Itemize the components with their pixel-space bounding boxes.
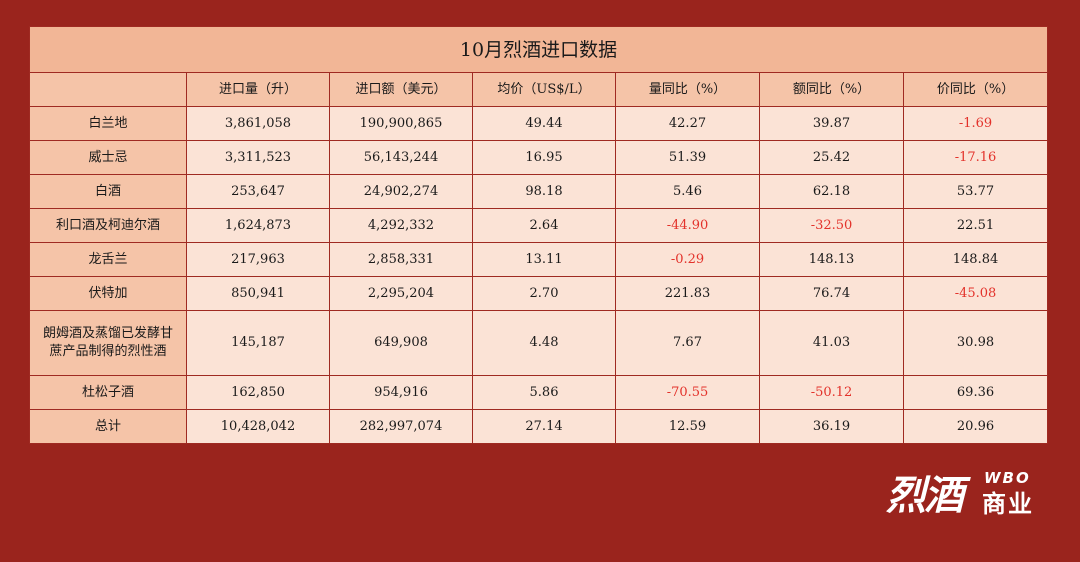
value-cell: 2,858,331 [329, 242, 473, 277]
row-name-cell: 伏特加 [29, 276, 187, 311]
value-cell: 41.03 [759, 310, 904, 376]
value-cell: 4,292,332 [329, 208, 473, 243]
value-cell: 649,908 [329, 310, 473, 376]
header-cell [29, 72, 187, 107]
header-cell: 进口量（升） [186, 72, 330, 107]
logo-wbo-text: WBO [984, 469, 1031, 487]
value-cell: 22.51 [902, 208, 1049, 243]
value-cell: 13.11 [472, 242, 616, 277]
value-cell: 62.18 [759, 174, 904, 209]
value-cell: 27.14 [472, 409, 616, 444]
row-name-line: 蔗产品制得的烈性酒 [49, 344, 167, 359]
value-cell: 145,187 [186, 310, 330, 376]
value-cell: 7.67 [615, 310, 760, 376]
value-cell: 282,997,074 [329, 409, 473, 444]
row-name-cell: 杜松子酒 [29, 375, 187, 410]
value-cell: 24,902,274 [329, 174, 473, 209]
value-cell: 56,143,244 [329, 140, 473, 175]
header-row: 进口量（升） 进口额（美元） 均价（US$/L） 量同比（%） 额同比（%） 价… [29, 72, 1049, 107]
value-cell: 98.18 [472, 174, 616, 209]
header-cell: 价同比（%） [902, 72, 1049, 107]
table-row: 白兰地 3,861,058 190,900,865 49.44 42.27 39.87 -1… [29, 106, 1049, 141]
table-row: 白酒 253,647 24,902,274 98.18 5.46 62.18 53.77 [29, 174, 1049, 209]
value-cell: 148.84 [902, 242, 1049, 277]
spirits-import-table-container: 10月烈酒进口数据 进口量（升） 进口额（美元） 均价（US$/L） 量同比（%… [28, 26, 1049, 444]
logo-sub-text: 商业 [982, 490, 1034, 518]
table-row: 威士忌 3,311,523 56,143,244 16.95 51.39 25.42 -17… [29, 140, 1049, 175]
value-cell: 36.19 [759, 409, 904, 444]
value-cell: -70.55 [615, 375, 760, 410]
value-cell: 69.36 [902, 375, 1049, 410]
value-cell: -1.69 [902, 106, 1049, 141]
value-cell: 49.44 [472, 106, 616, 141]
value-cell: 12.59 [615, 409, 760, 444]
value-cell: 850,941 [186, 276, 330, 311]
value-cell: 20.96 [902, 409, 1049, 444]
table-row: 总计 10,428,042 282,997,074 27.14 12.59 36.19 20… [29, 409, 1049, 444]
row-name-line: 朗姆酒及蒸馏已发酵甘 [42, 326, 173, 341]
value-cell: -44.90 [615, 208, 760, 243]
row-name-cell: 朗姆酒及蒸馏已发酵甘 蔗产品制得的烈性酒 [29, 310, 187, 376]
header-cell: 额同比（%） [759, 72, 904, 107]
table-row: 利口酒及柯迪尔酒 1,624,873 4,292,332 2.64 -44.90 -32.… [29, 208, 1049, 243]
row-name-cell: 白兰地 [29, 106, 187, 141]
value-cell: 2.64 [472, 208, 616, 243]
table-row: 朗姆酒及蒸馏已发酵甘 蔗产品制得的烈性酒 145,187 649,908 4.48 7.6… [29, 310, 1049, 376]
value-cell: 253,647 [186, 174, 330, 209]
row-name-cell: 威士忌 [29, 140, 187, 175]
header-cell: 均价（US$/L） [472, 72, 616, 107]
row-name-cell: 总计 [29, 409, 187, 444]
spirits-import-table: 10月烈酒进口数据 进口量（升） 进口额（美元） 均价（US$/L） 量同比（%… [28, 26, 1049, 444]
value-cell: 162,850 [186, 375, 330, 410]
brand-logo: 烈酒 WBO 商业 [886, 470, 1046, 530]
logo-main-text: 烈酒 [886, 473, 964, 519]
value-cell: 30.98 [902, 310, 1049, 376]
value-cell: -45.08 [902, 276, 1049, 311]
table-row: 伏特加 850,941 2,295,204 2.70 221.83 76.74 -45.08 [29, 276, 1049, 311]
value-cell: 5.46 [615, 174, 760, 209]
value-cell: 51.39 [615, 140, 760, 175]
header-cell: 量同比（%） [615, 72, 760, 107]
value-cell: 2.70 [472, 276, 616, 311]
value-cell: 16.95 [472, 140, 616, 175]
value-cell: 4.48 [472, 310, 616, 376]
value-cell: 10,428,042 [186, 409, 330, 444]
value-cell: 1,624,873 [186, 208, 330, 243]
table-row: 杜松子酒 162,850 954,916 5.86 -70.55 -50.12 69.36 [29, 375, 1049, 410]
table-title: 10月烈酒进口数据 [28, 26, 1049, 73]
value-cell: 25.42 [759, 140, 904, 175]
value-cell: 42.27 [615, 106, 760, 141]
value-cell: 53.77 [902, 174, 1049, 209]
row-name-cell: 白酒 [29, 174, 187, 209]
value-cell: 190,900,865 [329, 106, 473, 141]
value-cell: -0.29 [615, 242, 760, 277]
value-cell: 221.83 [615, 276, 760, 311]
value-cell: 76.74 [759, 276, 904, 311]
row-name-cell: 龙舌兰 [29, 242, 187, 277]
value-cell: 954,916 [329, 375, 473, 410]
value-cell: 3,861,058 [186, 106, 330, 141]
value-cell: 148.13 [759, 242, 904, 277]
header-cell: 进口额（美元） [329, 72, 473, 107]
value-cell: 2,295,204 [329, 276, 473, 311]
value-cell: -32.50 [759, 208, 904, 243]
value-cell: 39.87 [759, 106, 904, 141]
value-cell: 5.86 [472, 375, 616, 410]
value-cell: -50.12 [759, 375, 904, 410]
value-cell: 3,311,523 [186, 140, 330, 175]
row-name-cell: 利口酒及柯迪尔酒 [29, 208, 187, 243]
table-row: 龙舌兰 217,963 2,858,331 13.11 -0.29 148.13 148.8… [29, 242, 1049, 277]
value-cell: 217,963 [186, 242, 330, 277]
value-cell: -17.16 [902, 140, 1049, 175]
